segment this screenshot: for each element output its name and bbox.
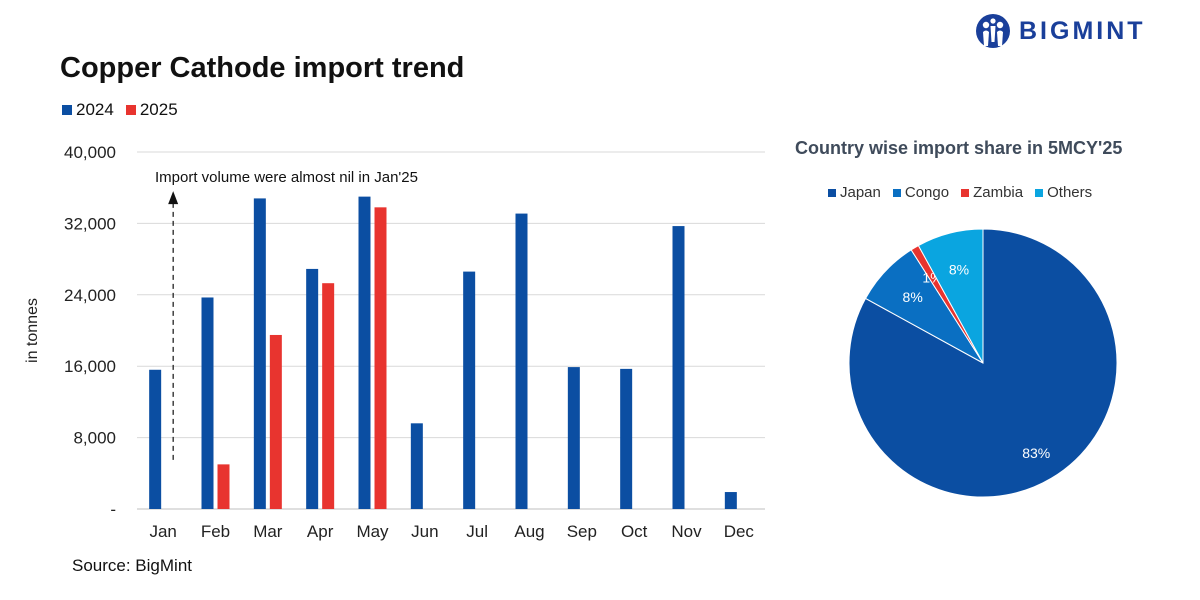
legend-label-2025: 2025 (139, 100, 178, 119)
legend-swatch-2025 (125, 105, 136, 115)
y-tick-label: 40,000 (64, 143, 116, 162)
pie-legend-swatch-japan (828, 188, 836, 197)
bar-2024-oct (620, 368, 633, 509)
bar-2025-feb (217, 464, 230, 509)
y-tick-label: 24,000 (64, 286, 116, 305)
bar-2024-aug (515, 213, 528, 509)
pie-legend-swatch-congo (892, 188, 901, 197)
x-tick-label: May (356, 522, 389, 541)
bar-2024-jul (463, 271, 476, 509)
pie-label-others: 8% (949, 262, 969, 278)
bar-2025-mar (269, 334, 282, 509)
pie-slice-japan (848, 228, 1118, 498)
x-tick-label: Jun (411, 522, 438, 541)
pie-label-congo: 8% (903, 289, 923, 305)
pie-legend-label-zambia: Zambia (973, 184, 1024, 201)
pie-label-zambia: 1% (922, 270, 942, 286)
x-tick-label: Aug (514, 522, 544, 541)
pie-legend-item-japan: Japan (828, 184, 881, 201)
pie-legend-item-congo: Congo (892, 184, 950, 201)
pie-legend-label-congo: Congo (904, 184, 950, 201)
legend-label-2024: 2024 (76, 100, 114, 119)
pie-legend-swatch-others (1035, 188, 1044, 197)
y-tick-label: 8,000 (73, 429, 116, 448)
bar-2025-may (374, 207, 387, 509)
bar-chart: - 8,000 16,000 24,000 32,000 40,000 in tonnes J… (24, 143, 765, 541)
bar-2024-apr (306, 268, 319, 509)
bigmint-logo: BIGMINT (975, 12, 1146, 50)
bar-2024-jan (149, 369, 162, 509)
y-tick-label: 16,000 (64, 357, 116, 376)
bar-2024-dec (724, 492, 737, 509)
bigmint-logo-text: BIGMINT (1019, 16, 1146, 45)
x-tick-label: Sep (567, 522, 597, 541)
bar-2025-apr (322, 283, 335, 509)
source-note: Source: BigMint (72, 556, 192, 575)
bar-chart-title: Copper Cathode import trend (60, 52, 465, 84)
bar-2024-sep (567, 367, 580, 509)
pie-legend-swatch-zambia (961, 188, 970, 197)
legend-item-2025: 2025 (125, 100, 178, 120)
pie-label-japan: 83% (1022, 445, 1050, 461)
legend-swatch-2024 (62, 105, 72, 115)
x-tick-label: Apr (307, 522, 334, 541)
pie-slice-others (917, 228, 984, 364)
pie-legend-label-japan: Japan (840, 184, 881, 201)
y-tick-label: 32,000 (64, 214, 116, 233)
bar-2024-mar (253, 198, 266, 509)
x-tick-label: Jul (466, 522, 488, 541)
bar-2024-may (358, 196, 371, 509)
bar-2024-feb (201, 297, 214, 509)
pie-chart-title: Country wise import share in 5MCY'25 (795, 138, 1123, 158)
y-tick-label: - (110, 500, 116, 519)
bar-chart-legend: 2024 2025 (62, 100, 178, 120)
x-tick-label: Feb (201, 522, 230, 541)
bar-2024-jun (410, 423, 423, 509)
bigmint-logo-icon (976, 14, 1010, 48)
y-axis-label: in tonnes (24, 298, 41, 363)
x-tick-label: Dec (724, 522, 755, 541)
x-tick-label: Oct (621, 522, 648, 541)
bar-2024-nov (672, 226, 685, 509)
pie-slice-zambia (910, 244, 984, 364)
pie-legend-label-others: Others (1047, 184, 1093, 201)
pie-legend-item-zambia: Zambia (961, 184, 1023, 201)
pie-slice-congo (864, 249, 984, 364)
pie-chart-legend: Japan Congo Zambia Others (828, 184, 1092, 201)
annotation-text: Import volume were almost nil in Jan'25 (155, 169, 418, 186)
legend-item-2024: 2024 (62, 100, 114, 120)
annotation-arrow-head (168, 191, 179, 205)
x-tick-label: Nov (671, 522, 702, 541)
pie-legend-item-others: Others (1035, 184, 1092, 201)
x-tick-label: Jan (149, 522, 176, 541)
x-tick-label: Mar (253, 522, 283, 541)
